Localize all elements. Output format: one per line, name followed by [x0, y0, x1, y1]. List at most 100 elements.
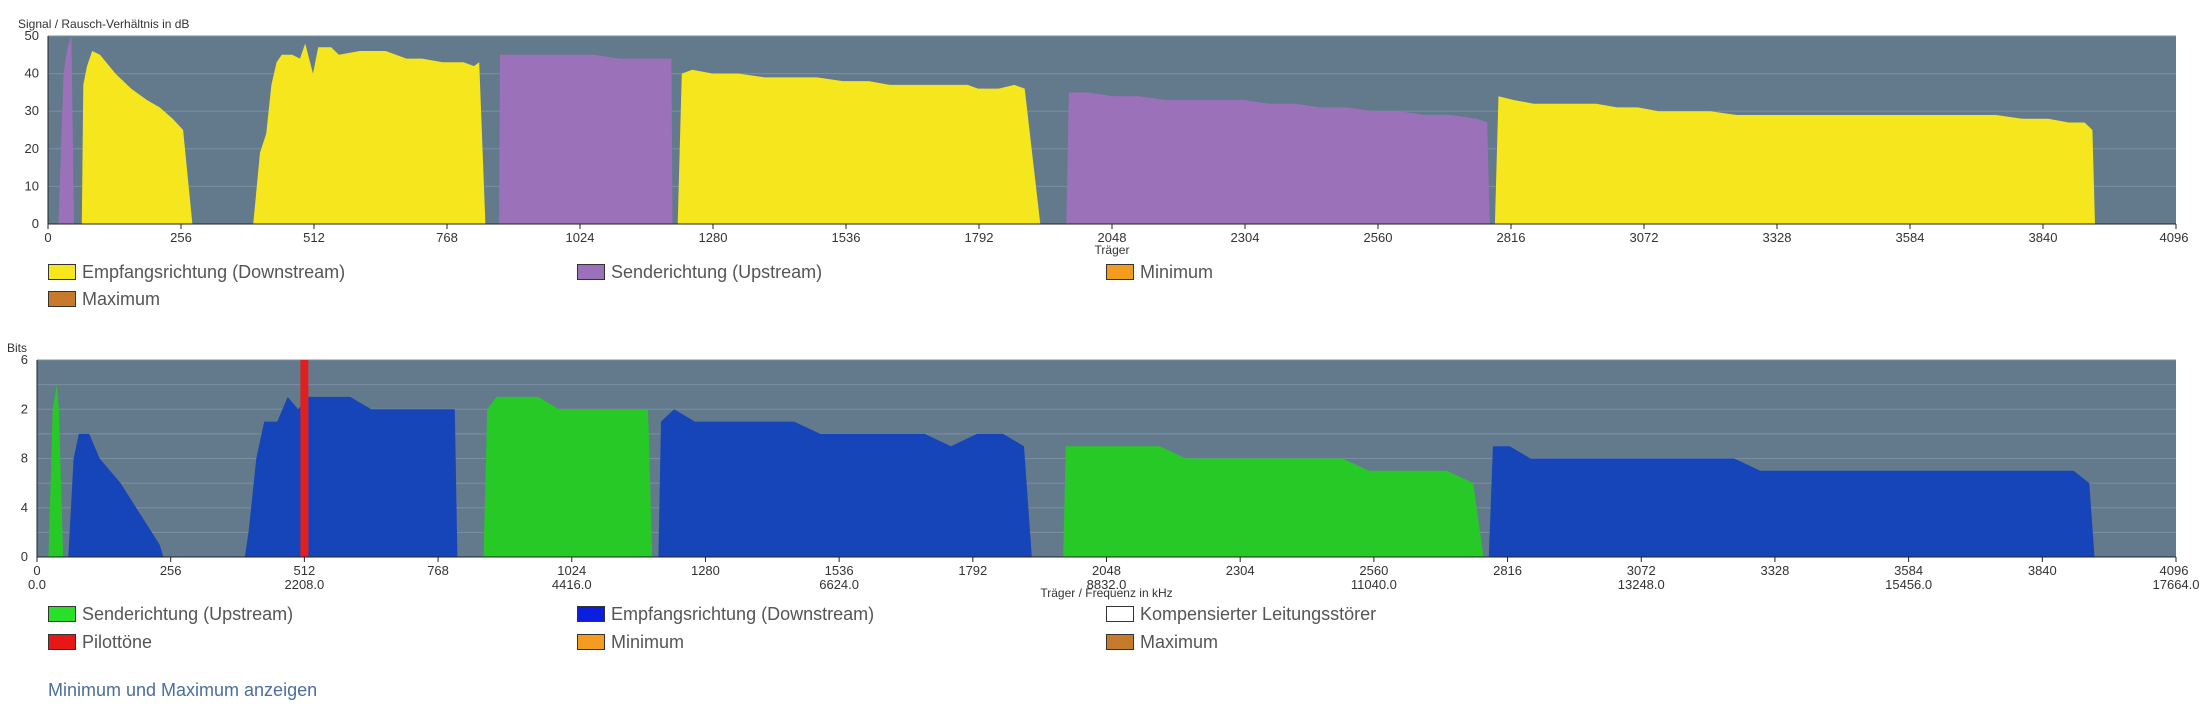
legend-swatch [48, 291, 76, 307]
x-axis-title: Träger [1095, 243, 1130, 257]
x-tick-label: 3840 [2028, 563, 2057, 578]
x-freq-tick-label: 11040.0 [1351, 577, 1397, 592]
y-tick-label: 30 [25, 103, 39, 118]
legend-item-upstream: Senderichtung (Upstream) [577, 260, 822, 284]
legend-swatch [48, 264, 76, 280]
x-freq-tick-label: 17664.0 [2153, 577, 2200, 592]
y-tick-label: 4 [21, 500, 28, 515]
x-tick-label: 2048 [1092, 563, 1121, 578]
x-freq-tick-label: 13248.0 [1618, 577, 1665, 592]
legend-swatch [48, 606, 76, 622]
legend-item-upstream: Senderichtung (Upstream) [48, 602, 293, 626]
x-tick-label: 2560 [1364, 230, 1393, 245]
x-tick-label: 1792 [965, 230, 994, 245]
series-area-0-0 [48, 384, 64, 557]
x-tick-label: 256 [160, 563, 182, 578]
legend-item-downstream: Empfangsrichtung (Downstream) [48, 260, 345, 284]
y-tick-label: 40 [25, 66, 39, 81]
legend-swatch [1106, 606, 1134, 622]
x-tick-label: 3584 [1894, 563, 1923, 578]
y-tick-label: 6 [21, 352, 28, 367]
x-freq-tick-label: 2208.0 [284, 577, 324, 592]
x-tick-label: 0 [44, 230, 51, 245]
x-tick-label: 1536 [832, 230, 861, 245]
x-freq-tick-label: 4416.0 [552, 577, 592, 592]
x-tick-label: 4096 [2160, 230, 2189, 245]
y-tick-label: 50 [25, 28, 39, 43]
pilot-tone-marker-0 [300, 360, 309, 557]
series-area-0-2 [677, 69, 1041, 224]
series-area-1-1 [244, 396, 458, 557]
legend-label: Senderichtung (Upstream) [82, 603, 294, 624]
legend-item-maximum: Maximum [1106, 630, 1218, 654]
x-tick-label: 1536 [825, 563, 854, 578]
x-axis-title: Träger / Frequenz in kHz [1040, 586, 1172, 600]
x-tick-label: 256 [170, 230, 192, 245]
x-tick-label: 3840 [2029, 230, 2058, 245]
x-tick-label: 2304 [1231, 230, 1260, 245]
series-area-1-0 [58, 36, 74, 224]
x-tick-label: 2816 [1493, 563, 1522, 578]
x-freq-tick-label: 0.0 [28, 577, 46, 592]
x-freq-tick-label: 6624.0 [819, 577, 859, 592]
legend-swatch [577, 264, 605, 280]
legend-item-minimum: Minimum [1106, 260, 1213, 284]
series-area-0-0 [81, 51, 193, 224]
legend-item-maximum: Maximum [48, 287, 160, 311]
series-area-0-1 [253, 43, 486, 224]
legend-label: Maximum [1140, 631, 1219, 652]
x-tick-label: 512 [294, 563, 316, 578]
legend-swatch [1106, 264, 1134, 280]
x-tick-label: 1280 [691, 563, 720, 578]
legend-label: Senderichtung (Upstream) [611, 261, 823, 282]
x-tick-label: 3328 [1760, 563, 1789, 578]
y-axis-title: Signal / Rausch-Verhältnis in dB [18, 17, 189, 31]
x-freq-tick-label: 8832.0 [1087, 577, 1127, 592]
series-area-0-2 [1063, 446, 1484, 557]
legend-label: Empfangsrichtung (Downstream) [82, 261, 346, 282]
series-area-0-3 [1494, 96, 2095, 224]
y-tick-label: 8 [21, 451, 28, 466]
series-area-0-1 [483, 396, 653, 557]
y-axis-title: Bits [7, 341, 27, 355]
legend-label: Maximum [82, 288, 161, 309]
x-tick-label: 2816 [1497, 230, 1526, 245]
legend-item-compensated-noise: Kompensierter Leitungsstörer [1106, 602, 1376, 626]
x-tick-label: 2304 [1226, 563, 1255, 578]
legend-swatch [577, 606, 605, 622]
x-freq-tick-label: 15456.0 [1885, 577, 1932, 592]
legend-label: Empfangsrichtung (Downstream) [611, 603, 875, 624]
toggle-min-max-link[interactable]: Minimum und Maximum anzeigen [48, 680, 318, 700]
legend-label: Pilottöne [82, 631, 153, 652]
legend-item-downstream: Empfangsrichtung (Downstream) [577, 602, 874, 626]
x-tick-label: 2560 [1359, 563, 1388, 578]
x-tick-label: 768 [436, 230, 458, 245]
x-tick-label: 2048 [1098, 230, 1127, 245]
x-tick-label: 3584 [1896, 230, 1925, 245]
x-tick-label: 0 [33, 563, 40, 578]
x-tick-label: 3328 [1763, 230, 1792, 245]
legend-swatch [577, 634, 605, 650]
series-area-1-2 [1066, 92, 1490, 225]
x-tick-label: 3072 [1630, 230, 1659, 245]
series-area-1-2 [658, 409, 1032, 557]
legend-item-pilot-tones: Pilottöne [48, 630, 152, 654]
x-tick-label: 512 [303, 230, 325, 245]
series-area-1-1 [499, 54, 673, 224]
x-tick-label: 1024 [557, 563, 586, 578]
series-area-1-3 [1488, 446, 2095, 557]
x-tick-label: 3072 [1627, 563, 1656, 578]
y-tick-label: 20 [25, 141, 39, 156]
y-tick-label: 2 [21, 401, 28, 416]
y-tick-label: 10 [25, 178, 39, 193]
legend-label: Minimum [1140, 261, 1214, 282]
legend-item-minimum: Minimum [577, 630, 684, 654]
x-tick-label: 768 [427, 563, 449, 578]
x-tick-label: 1280 [699, 230, 728, 245]
y-tick-label: 0 [32, 216, 39, 231]
x-tick-label: 4096 [2160, 563, 2189, 578]
legend-label: Minimum [611, 631, 685, 652]
x-tick-label: 1024 [566, 230, 595, 245]
legend-swatch [48, 634, 76, 650]
